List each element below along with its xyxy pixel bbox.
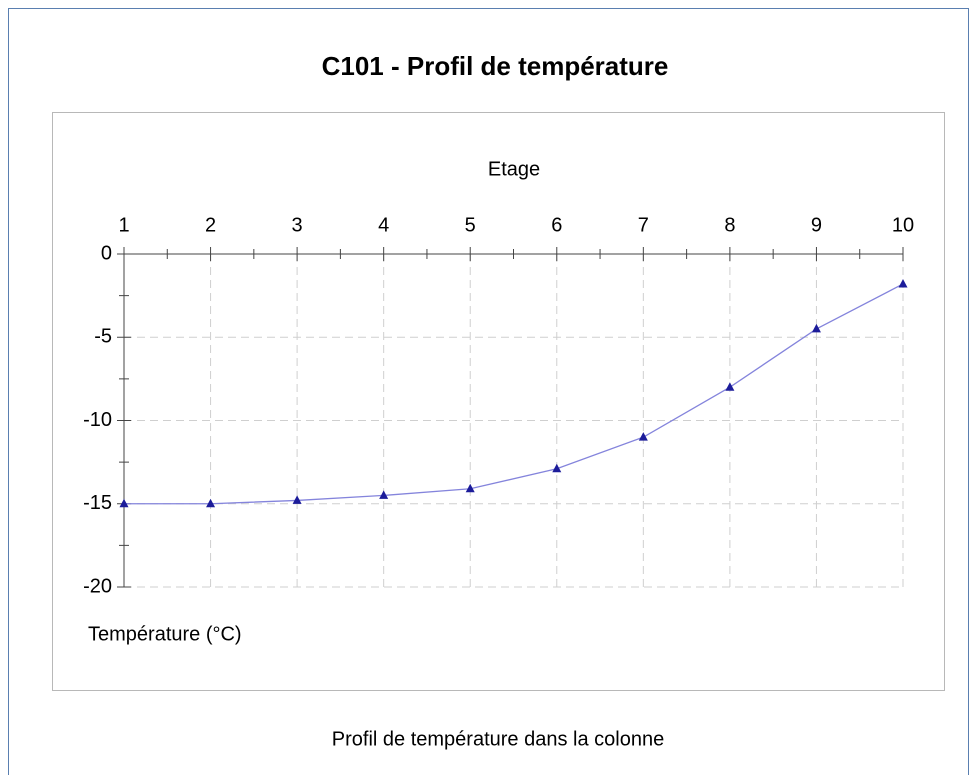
x-tick-label: 7 (638, 214, 649, 236)
x-tick-label: 1 (118, 214, 129, 236)
point-marker (811, 323, 821, 333)
y-tick-label: -10 (83, 409, 112, 431)
x-tick-label: 4 (378, 214, 389, 236)
x-tick-label: 8 (724, 214, 735, 236)
x-tick-label: 5 (465, 214, 476, 236)
x-tick-label: 6 (551, 214, 562, 236)
point-marker (898, 278, 908, 288)
point-marker (292, 495, 302, 504)
caption: Profil de température dans la colonne (332, 728, 664, 750)
point-marker (206, 498, 216, 508)
plot-box (52, 112, 945, 691)
point-marker (638, 432, 648, 441)
y-axis-label: Température (°C) (88, 623, 242, 645)
point-marker (552, 463, 562, 473)
series-line (124, 283, 904, 505)
y-tick-label: 0 (101, 242, 112, 264)
point-marker (465, 483, 475, 493)
x-tick-label: 2 (205, 214, 216, 236)
x-tick-label: 3 (292, 214, 303, 236)
y-tick-label: -20 (83, 575, 112, 597)
frame (8, 8, 969, 775)
point-marker (379, 490, 389, 499)
x-tick-label: 10 (892, 214, 914, 236)
x-axis-label: Etage (488, 158, 540, 180)
point-marker (725, 382, 735, 391)
y-tick-label: -5 (94, 326, 112, 348)
y-tick-label: -15 (83, 492, 112, 514)
chart-title: C101 - Profil de température (322, 51, 669, 81)
x-tick-label: 9 (811, 214, 822, 236)
point-marker (119, 498, 129, 508)
